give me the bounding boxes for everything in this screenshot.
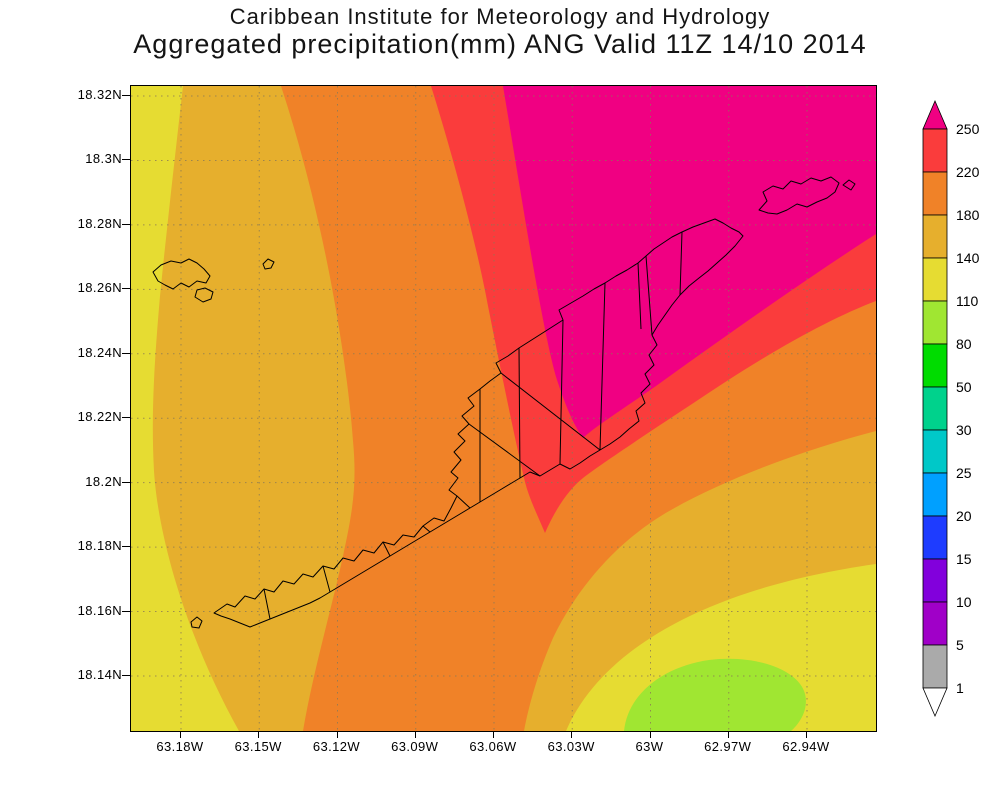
colorbar-level-label: 5 bbox=[956, 637, 964, 653]
lon-tick bbox=[258, 732, 260, 738]
colorbar-band bbox=[922, 214, 948, 259]
lat-tick bbox=[122, 546, 130, 548]
colorbar-band bbox=[922, 386, 948, 431]
district-boundaries bbox=[263, 231, 683, 620]
colorbar-band bbox=[922, 515, 948, 560]
lon-label: 62.97W bbox=[704, 739, 752, 754]
colorbar-band bbox=[922, 601, 948, 646]
lon-tick bbox=[649, 732, 651, 738]
anguillita-islet-coastline bbox=[190, 616, 203, 629]
colorbar-level-label: 80 bbox=[956, 336, 972, 352]
colorbar-band bbox=[922, 171, 948, 216]
colorbar-level-label: 250 bbox=[956, 121, 980, 137]
lon-label: 63.06W bbox=[469, 739, 517, 754]
lon-label: 63.03W bbox=[547, 739, 595, 754]
lat-label: 18.14N bbox=[77, 666, 122, 682]
colorbar-level-label: 20 bbox=[956, 508, 972, 524]
lon-label: 63.12W bbox=[312, 739, 361, 754]
colorbar-level-label: 110 bbox=[956, 293, 979, 309]
colorbar-level-label: 1 bbox=[956, 680, 964, 696]
lat-tick bbox=[122, 95, 130, 96]
colorbar-level-label: 25 bbox=[956, 465, 972, 481]
lat-label: 18.32N bbox=[77, 87, 122, 102]
colorbar-level-label: 220 bbox=[956, 164, 980, 180]
lon-tick bbox=[414, 732, 416, 738]
dog-island-coastline bbox=[152, 258, 214, 303]
plot-title: Aggregated precipitation(mm) ANG Valid 1… bbox=[133, 29, 867, 60]
colorbar-level-label: 140 bbox=[956, 250, 980, 266]
colorbar-level-label: 30 bbox=[956, 422, 972, 438]
lat-tick bbox=[122, 481, 130, 483]
lat-tick bbox=[122, 223, 130, 225]
lon-tick bbox=[336, 732, 338, 738]
lat-label: 18.18N bbox=[77, 538, 122, 554]
lon-tick bbox=[493, 732, 494, 738]
lat-label: 18.2N bbox=[85, 473, 122, 489]
colorbar-svg: 250 220 180 140 110 80 50 30 25 20 15 10 5 1 bbox=[922, 99, 980, 718]
lat-tick bbox=[122, 159, 130, 161]
lon-label: 63W bbox=[635, 739, 664, 754]
colorbar-band bbox=[922, 128, 948, 173]
colorbar-band bbox=[922, 558, 948, 603]
lon-label: 63.15W bbox=[234, 739, 282, 754]
lat-label: 18.28N bbox=[77, 215, 122, 231]
lat-label: 18.22N bbox=[77, 409, 122, 425]
lon-tick bbox=[571, 732, 573, 738]
lat-label: 18.3N bbox=[85, 151, 122, 167]
institute-title: Caribbean Institute for Meteorology and … bbox=[229, 4, 771, 29]
lat-tick bbox=[122, 417, 130, 419]
colorbar-level-label: 15 bbox=[956, 551, 972, 567]
colorbar-band bbox=[922, 257, 948, 302]
lon-label: 62.94W bbox=[782, 739, 830, 754]
lat-label: 18.24N bbox=[77, 344, 122, 360]
plot-titles: Caribbean Institute for Meteorology and … bbox=[0, 4, 1000, 60]
lon-label: 63.09W bbox=[391, 739, 439, 754]
colorbar-band bbox=[922, 429, 948, 474]
colorbar-legend: 250 220 180 140 110 80 50 30 25 20 15 10 5 1 bbox=[916, 95, 1000, 735]
contour-magenta-gt250 bbox=[503, 86, 876, 438]
grid-layer bbox=[131, 86, 876, 731]
lon-tick bbox=[727, 732, 729, 738]
precip-map-svg bbox=[131, 86, 876, 731]
contour-yellow-west-110-140 bbox=[131, 86, 239, 731]
coastline-layer bbox=[152, 176, 856, 629]
colorbar-band bbox=[922, 300, 948, 345]
contour-green-80-110 bbox=[624, 658, 806, 731]
lat-tick bbox=[122, 610, 130, 612]
colorbar-arrow-top bbox=[922, 99, 948, 130]
lat-label: 18.26N bbox=[77, 280, 122, 296]
scrub-island-coastline bbox=[758, 176, 856, 215]
lat-label: 18.16N bbox=[77, 602, 122, 618]
lat-tick bbox=[122, 352, 130, 354]
lon-tick bbox=[180, 732, 181, 738]
colorbar-band bbox=[922, 343, 948, 388]
colorbar-arrow-bottom bbox=[922, 687, 948, 718]
lon-label: 63.18W bbox=[156, 739, 204, 754]
lat-tick bbox=[122, 674, 130, 676]
colorbar-level-label: 50 bbox=[956, 379, 972, 395]
map-plot-area bbox=[130, 85, 877, 732]
anguilla-coastline bbox=[213, 218, 744, 628]
colorbar-band bbox=[922, 472, 948, 517]
colorbar-level-label: 180 bbox=[956, 207, 980, 223]
lon-tick bbox=[806, 732, 807, 738]
colorbar-band bbox=[922, 644, 948, 689]
lat-tick bbox=[122, 288, 130, 290]
small-cay-coastline bbox=[262, 258, 275, 270]
colorbar-level-label: 10 bbox=[956, 594, 972, 610]
